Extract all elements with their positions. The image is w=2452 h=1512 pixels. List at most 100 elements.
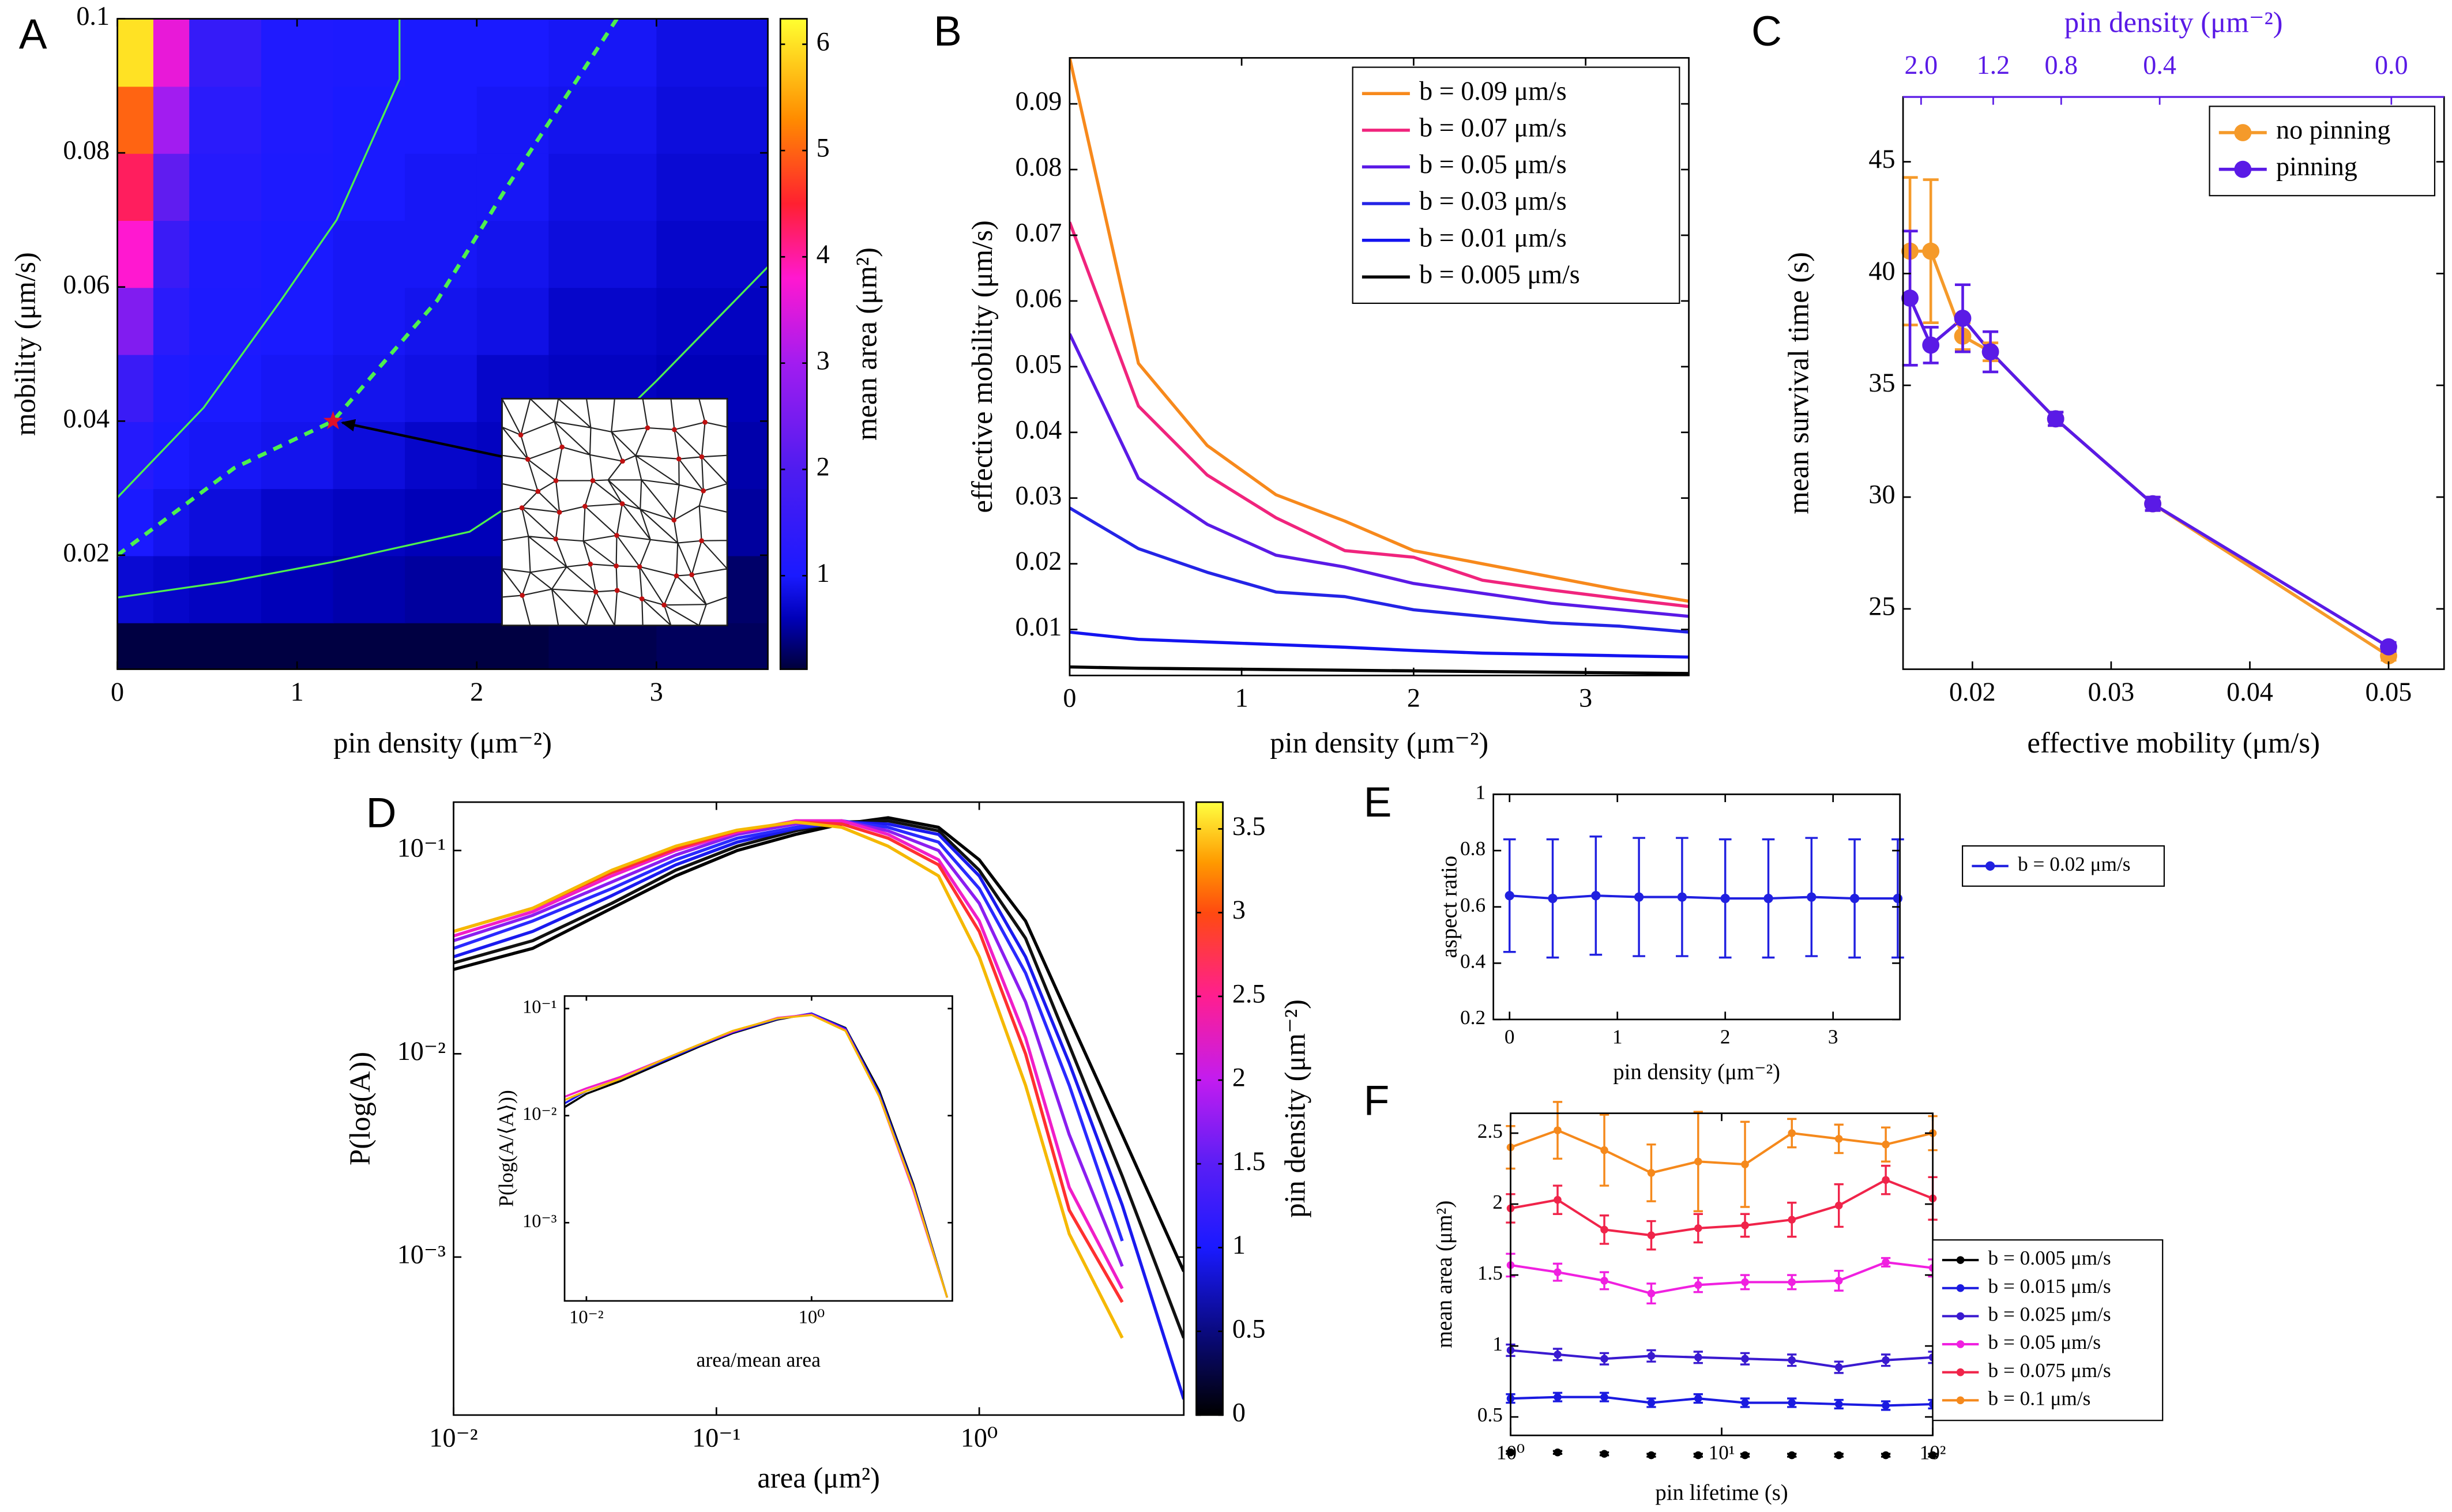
inset-pin [590,478,596,483]
x-tick-label: 2 [470,677,483,706]
legend-label: b = 0.01 μm/s [1419,223,1567,252]
legend-marker [1956,1396,1965,1405]
marker [1849,893,1860,904]
legend-marker [2234,160,2252,178]
marker [1882,1401,1890,1410]
heat-cell [261,18,334,87]
y-tick-label: 0.08 [1016,152,1062,182]
marker [1834,1135,1843,1143]
legend-marker [1956,1368,1965,1376]
inset-pin [520,593,525,598]
series-line [1510,1349,1933,1369]
plot-frame [453,801,1185,1416]
x-tick-label: 10⁰ [1496,1442,1525,1464]
marker [1788,1129,1796,1137]
heat-cell [189,555,262,623]
legend-label: b = 0.02 μm/s [2018,853,2130,875]
inset-pin [701,488,706,494]
colorbar-tick-label: 3.5 [1232,811,1266,841]
series-line [1510,1129,1933,1174]
series-line [453,819,1184,1339]
marker [1882,1451,1890,1460]
legend-marker [1985,861,1995,871]
marker [1647,1352,1656,1360]
marker [1600,1277,1608,1285]
x-tick-label: 3 [1579,683,1592,713]
series-line [453,819,1124,1289]
marker [1954,309,1972,327]
x-tick-label: 1 [1612,1025,1623,1048]
x-tick-label: 10⁻² [569,1307,603,1327]
x2-tick-label: 2.0 [1905,50,1938,80]
y-tick-label: 0.6 [1460,894,1486,916]
y-tick-label: 10⁻³ [522,1211,557,1232]
marker [1694,1281,1702,1289]
series-line [1069,333,1689,618]
panel-letter: F [1364,1077,1390,1124]
inset-pin [702,419,708,425]
y-tick-label: 10⁻¹ [397,833,446,862]
inset-pin [535,488,541,494]
heat-cell [261,287,334,355]
legend-marker [1956,1256,1965,1264]
heat-cell [261,488,334,556]
heat-cell [476,153,550,221]
y-tick-label: 10⁻³ [397,1239,446,1269]
arrow [341,419,503,458]
legend-label: b = 0.07 μm/s [1419,112,1567,142]
x-axis-label: pin density (μm⁻²) [1613,1060,1780,1085]
plot-area [1510,1129,1933,1407]
marker [1720,893,1730,904]
panel: 10⁻² 10⁰ 10⁻³ 10⁻² 10⁻¹ area/mean area P(log(A… [495,995,953,1371]
inset-pin [518,432,524,438]
x2-tick-label: 0.8 [2045,50,2078,80]
marker [1922,336,1940,354]
star-marker [323,411,343,430]
legend-label: pinning [2276,152,2357,181]
marker [1922,242,1940,260]
colorbar-tick-label: 4 [817,239,830,269]
series-line [1510,1396,1933,1407]
panel: 0 1 2 3 0.2 0.4 0.6 0.8 1 pin density (μm⁻²) aspec… [1364,778,2165,1085]
inset-pin [674,573,679,578]
marker [1647,1231,1656,1239]
marker [1763,893,1773,904]
x-tick-label: 0 [1063,683,1076,713]
marker [1741,1398,1749,1407]
series-line [453,820,1124,1303]
colorbar-tick-label: 3 [817,345,830,375]
y-axis-label: P(log(A/⟨A⟩)) [495,1090,518,1207]
legend-label: b = 0.1 μm/s [1988,1387,2091,1409]
colorbar [779,18,808,670]
heat-cell [189,153,262,221]
y-tick-label: 0.06 [63,269,110,299]
heat-cell [153,622,190,670]
heat-cell [656,220,768,288]
y-tick-label: 0.05 [1016,349,1062,378]
marker [1741,1355,1749,1363]
heat-cell [261,153,334,221]
inset-pin [614,533,619,538]
inset-pin [620,458,625,464]
inset-pin [582,503,588,509]
heat-cell [261,622,334,670]
heat-cell [405,85,478,154]
y-axis-label: mean survival time (s) [1782,252,1814,514]
series-line [453,820,1124,1339]
marker [1647,1398,1656,1407]
heat-cell [189,18,262,87]
colorbar-tick-label: 2 [817,452,830,482]
marker [1834,1363,1843,1371]
heat-cell [333,555,406,623]
inset-pin [619,501,625,506]
inset-pin [519,505,525,510]
marker [1834,1400,1843,1408]
heat-cell [656,287,768,355]
x-tick-label: 0.04 [2227,677,2273,706]
marker [1554,1126,1562,1134]
y-tick-label: 40 [1868,256,1895,285]
heat-cell [333,153,406,221]
marker [1677,892,1687,902]
heat-cell [333,220,406,288]
y-tick-label: 25 [1868,591,1895,620]
